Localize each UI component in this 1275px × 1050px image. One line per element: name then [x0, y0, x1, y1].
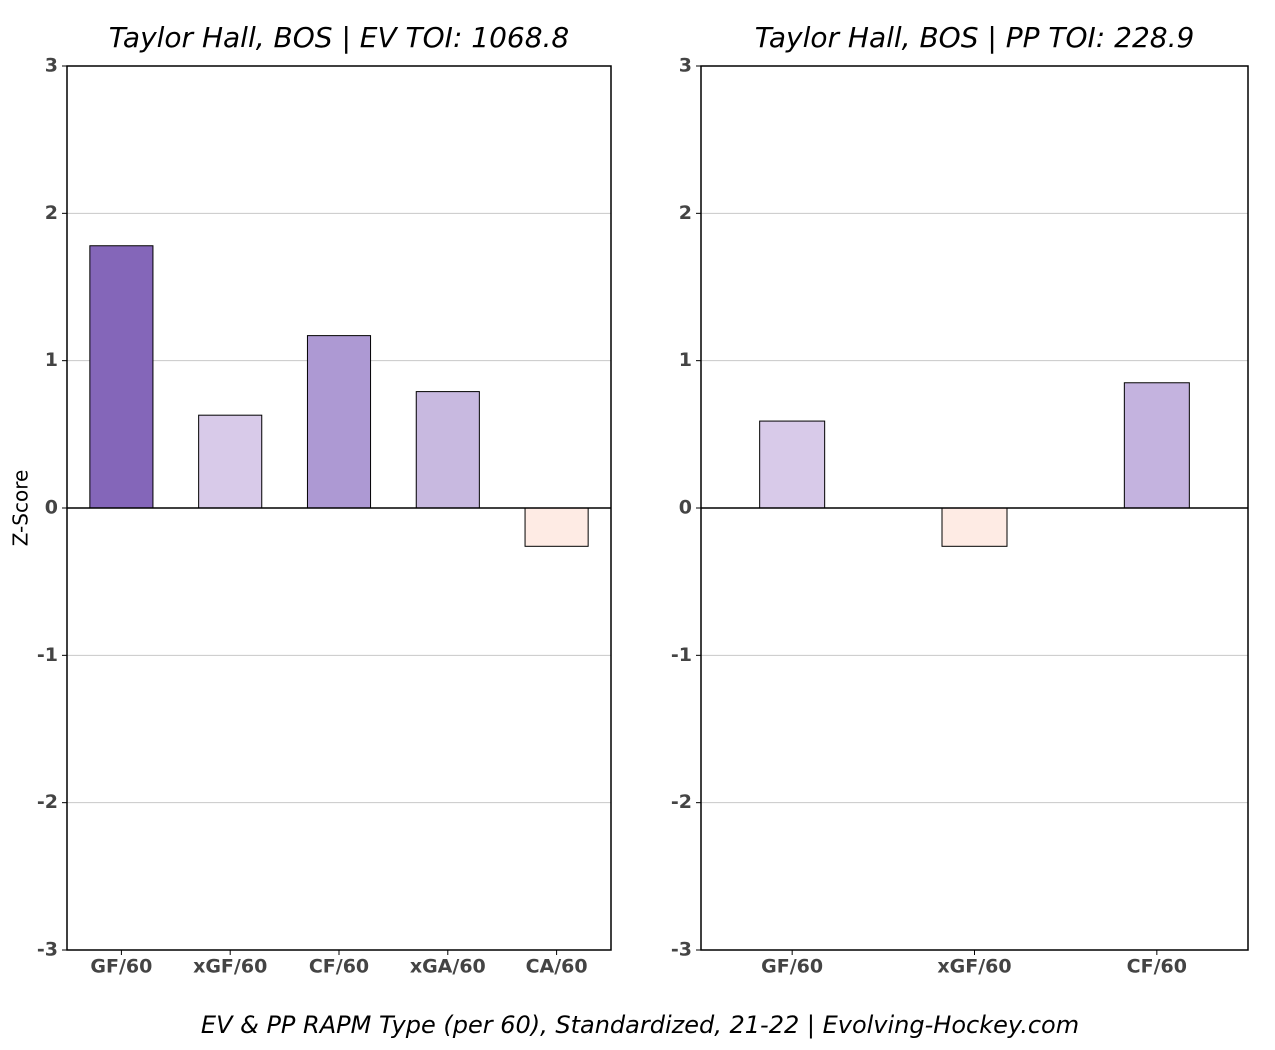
- x-tick-label: CF/60: [309, 956, 369, 978]
- caption: EV & PP RAPM Type (per 60), Standardized…: [201, 1011, 1079, 1039]
- bar: [524, 507, 589, 547]
- y-tick-label: 2: [679, 202, 692, 224]
- x-tick-label: xGF/60: [937, 956, 1011, 978]
- y-tick-label: 2: [45, 202, 58, 224]
- y-tick-label: -3: [37, 939, 58, 961]
- x-tick-label: xGA/60: [410, 956, 486, 978]
- bar: [759, 420, 826, 509]
- y-tick-label: 0: [679, 497, 692, 519]
- bar: [415, 391, 480, 509]
- chart-title: Taylor Hall, BOS | PP TOI: 228.9: [755, 21, 1195, 54]
- bar: [1123, 382, 1190, 509]
- y-tick-label: 1: [679, 349, 692, 371]
- bar: [89, 245, 154, 509]
- y-tick-label: -2: [37, 791, 58, 813]
- y-tick-label: 3: [45, 55, 58, 77]
- x-tick-label: GF/60: [761, 956, 823, 978]
- x-tick-label: GF/60: [90, 956, 152, 978]
- bar: [198, 414, 263, 509]
- plot-frame: [66, 65, 612, 951]
- y-tick-label: -1: [671, 644, 692, 666]
- x-tick-label: CF/60: [1127, 956, 1187, 978]
- chart-title: Taylor Hall, BOS | EV TOI: 1068.8: [109, 21, 570, 54]
- bar: [941, 507, 1008, 547]
- y-tick-label: -2: [671, 791, 692, 813]
- y-axis-label: Z-Score: [9, 470, 33, 547]
- y-tick-label: 3: [679, 55, 692, 77]
- y-tick-label: 0: [45, 497, 58, 519]
- x-tick-label: xGF/60: [193, 956, 267, 978]
- bar: [306, 335, 372, 509]
- y-tick-label: 1: [45, 349, 58, 371]
- y-tick-label: -1: [37, 644, 58, 666]
- x-tick-label: CA/60: [526, 956, 588, 978]
- y-tick-label: -3: [671, 939, 692, 961]
- plot-frame: [700, 65, 1249, 951]
